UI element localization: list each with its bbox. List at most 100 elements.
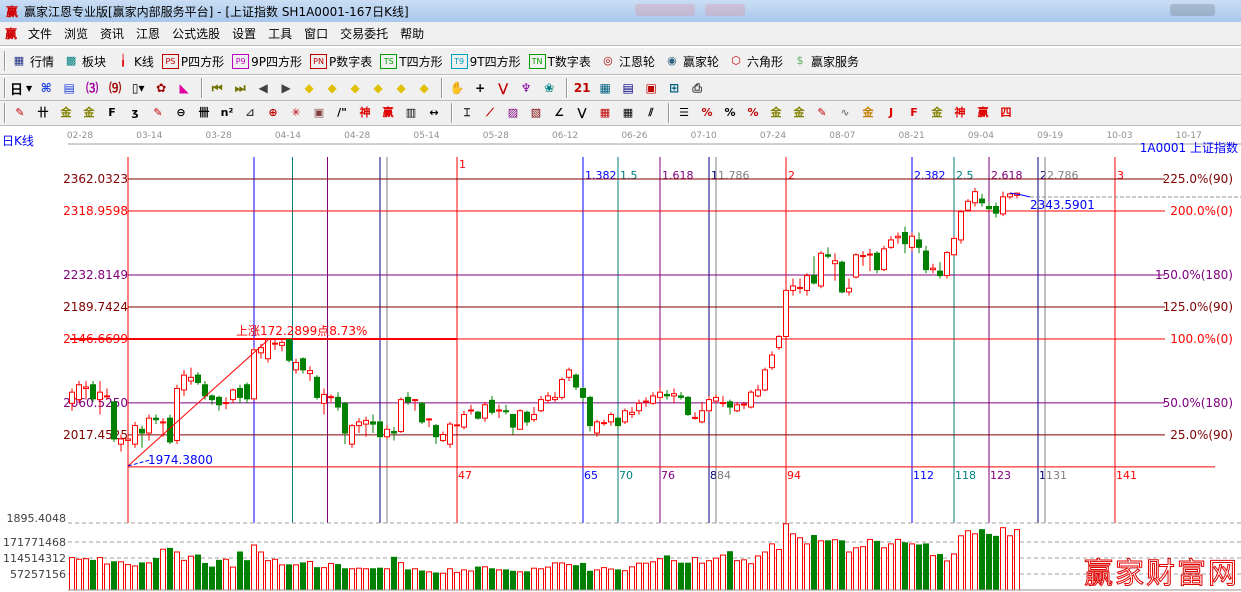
indicator-9-icon[interactable]: ⑼ <box>109 81 122 95</box>
gold-lines-2-icon[interactable]: 金 <box>83 106 95 119</box>
fibonacci-icon[interactable]: F <box>108 106 116 119</box>
slant-lines-icon[interactable]: /" <box>337 106 347 119</box>
menu-settings[interactable]: 设置 <box>232 27 257 41</box>
menu-help[interactable]: 帮助 <box>400 27 425 41</box>
gold-lines-3-icon[interactable]: 金 <box>793 106 805 119</box>
tool-icon[interactable]: ♆ <box>520 81 532 95</box>
multi-lines-icon[interactable]: 卌 <box>198 106 210 119</box>
save-icon[interactable]: ▣ <box>645 81 657 95</box>
grid-2-icon[interactable]: ▦ <box>622 106 634 119</box>
toolbar-grip[interactable] <box>4 103 6 123</box>
last-bar-icon[interactable]: ⏭ <box>234 81 246 95</box>
crosshair-icon[interactable]: + <box>475 81 486 95</box>
toolbar-grip[interactable] <box>4 51 6 71</box>
zoom-horizontal-icon[interactable]: ◆ <box>350 81 360 95</box>
window-controls[interactable] <box>1170 4 1215 16</box>
box-fan-icon[interactable]: ▨ <box>507 106 519 119</box>
zoom-left-icon[interactable]: ◆ <box>304 81 314 95</box>
gold-bar-icon[interactable]: 金 <box>862 106 874 119</box>
percent-icon[interactable]: % <box>724 106 736 119</box>
menu-news[interactable]: 资讯 <box>100 27 125 41</box>
kline-chart[interactable]: 02-28 03-14 03-28 04-14 04-28 05-14 05-28 06-12… <box>0 127 1241 591</box>
menu-gann[interactable]: 江恩 <box>136 27 161 41</box>
target-icon[interactable]: ⊕ <box>268 106 278 119</box>
percent-lines-icon[interactable]: % <box>747 106 759 119</box>
toolbar-button-pn-box[interactable]: PN P数字表 <box>310 53 372 70</box>
grid-icon[interactable]: ▦ <box>599 106 611 119</box>
j-angle-icon[interactable]: J <box>888 106 894 119</box>
toolbar-button-ps-box[interactable]: PS P四方形 <box>161 53 224 70</box>
scroll-left-icon[interactable]: ◀ <box>258 81 268 95</box>
chart-style-icon[interactable]: ⌘ <box>40 81 52 95</box>
menu-window[interactable]: 窗口 <box>304 27 329 41</box>
box-fan-2-icon[interactable]: ▧ <box>530 106 542 119</box>
zoom-in-icon[interactable]: ◆ <box>373 81 383 95</box>
marker-2-icon[interactable]: ✎ <box>817 106 827 119</box>
calculator-icon[interactable]: ▦ <box>599 81 611 95</box>
shen-icon[interactable]: 神 <box>359 106 371 119</box>
zoom-out-icon[interactable]: ◆ <box>396 81 406 95</box>
toolbar-button-tn-box[interactable]: TN T数字表 <box>528 53 591 70</box>
toolbar-button-quote-table[interactable]: ▦ 行情 <box>10 52 54 70</box>
candle-type-icon[interactable]: ▯▾ <box>131 81 145 95</box>
zoom-vertical-icon[interactable]: ◆ <box>419 81 429 95</box>
web-icon[interactable]: ✳ <box>291 106 301 119</box>
calendar-icon[interactable]: 21 <box>573 81 591 95</box>
gold-lines-icon[interactable]: 金 <box>60 106 72 119</box>
menu-tools[interactable]: 工具 <box>268 27 293 41</box>
toolbar-grip[interactable] <box>4 78 6 98</box>
toolbar-button-p9-box[interactable]: P9 9P四方形 <box>232 53 302 70</box>
gann-figure-icon[interactable]: ✿ <box>156 81 167 95</box>
wave-icon[interactable]: ⋁ <box>577 106 587 119</box>
flag-icon[interactable]: ◣ <box>179 81 189 95</box>
print-icon[interactable]: ⎙ <box>692 81 702 95</box>
square-web-icon[interactable]: ▣ <box>313 106 325 119</box>
gold-angle-icon[interactable]: 金 <box>931 106 943 119</box>
network-icon[interactable]: ⊞ <box>669 81 680 95</box>
notes-icon[interactable]: ▤ <box>622 81 634 95</box>
hatch-icon[interactable]: ⫽ <box>648 106 654 119</box>
toolbar-button-dollar[interactable]: $ 赢家服务 <box>791 52 859 70</box>
menu-browse[interactable]: 浏览 <box>64 27 89 41</box>
scroll-right-icon[interactable]: ▶ <box>281 81 291 95</box>
hand-icon[interactable]: ✋ <box>449 81 465 95</box>
line-draw-icon[interactable]: ⋁ <box>498 81 509 95</box>
f-angle-icon[interactable]: F <box>910 106 918 119</box>
spiral-icon[interactable]: ʒ <box>131 106 139 119</box>
si-angle-icon[interactable]: 四 <box>1000 106 1012 119</box>
toolbar-button-t9-box[interactable]: T9 9T四方形 <box>450 53 521 70</box>
menu-trade[interactable]: 交易委托 <box>340 27 389 41</box>
angle-icon[interactable]: ⊿ <box>245 106 255 119</box>
period-dropdown[interactable]: 日 ▼ <box>10 79 32 98</box>
square-n-icon[interactable]: n² <box>220 106 234 119</box>
notepad-icon[interactable]: ▤ <box>63 81 75 95</box>
width-icon[interactable]: ↔ <box>429 106 439 119</box>
list-icon[interactable]: ☰ <box>679 106 689 119</box>
pencil-icon[interactable]: ✎ <box>15 106 25 119</box>
pattern-icon[interactable]: ❀ <box>544 81 555 95</box>
toolbar-button-winner-wheel[interactable]: ◉ 赢家轮 <box>663 52 719 70</box>
menu-formula-screen[interactable]: 公式选股 <box>172 27 221 41</box>
toolbar-button-hexagon[interactable]: ⬡ 六角形 <box>727 52 783 70</box>
sine-icon[interactable]: ∿ <box>840 106 850 119</box>
ruler-123-icon[interactable]: ▥ <box>405 106 417 119</box>
indicator-3-icon[interactable]: ⑶ <box>86 81 99 95</box>
toolbar-button-gann-wheel[interactable]: ◎ 江恩轮 <box>599 52 655 70</box>
toolbar-button-ts-box[interactable]: TS T四方形 <box>380 53 443 70</box>
first-bar-icon[interactable]: ⏮ <box>211 81 223 95</box>
toolbar-button-candlestick[interactable]: ╽ K线 <box>114 52 154 70</box>
toolbar-button-sector-blocks[interactable]: ▩ 板块 <box>62 52 106 70</box>
menu-file[interactable]: 文件 <box>28 27 53 41</box>
gold-circle-icon[interactable]: 金 <box>770 106 782 119</box>
ying-icon[interactable]: 赢 <box>382 106 394 119</box>
zoom-right-icon[interactable]: ◆ <box>327 81 337 95</box>
ying-angle-icon[interactable]: 赢 <box>977 106 989 119</box>
percent-slant-icon[interactable]: % <box>701 106 713 119</box>
fan-lines-icon[interactable]: ⟋ <box>486 106 494 119</box>
shen-angle-icon[interactable]: 神 <box>954 106 966 119</box>
app-menu-icon[interactable]: 赢 <box>4 27 17 41</box>
circle-ruler-icon[interactable]: ⊖ <box>176 106 186 119</box>
angle-lines-icon[interactable]: ∠ <box>554 106 564 119</box>
marker-icon[interactable]: ✎ <box>153 106 163 119</box>
box-icon[interactable]: ⌶ <box>463 106 471 119</box>
